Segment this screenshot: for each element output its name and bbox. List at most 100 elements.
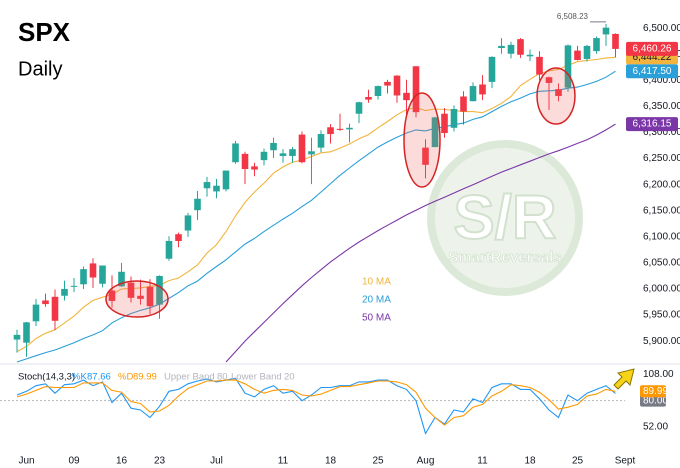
- stoch-line: [16, 377, 616, 435]
- candle-body: [13, 334, 21, 340]
- candle-body: [365, 97, 372, 100]
- candle-body: [507, 44, 515, 54]
- candle-body: [32, 304, 40, 322]
- y2-tick-label: 80.00: [643, 395, 668, 406]
- candle-body: [612, 33, 619, 49]
- stoch-tag: 89.99: [643, 386, 668, 397]
- watermark-name: SmartReversals: [448, 249, 561, 266]
- candle-body: [70, 285, 78, 287]
- y-tick-label: 6,350.00: [643, 101, 680, 112]
- x-tick-label: Jul: [210, 456, 223, 467]
- candle-body: [279, 153, 287, 156]
- candle-body: [422, 147, 429, 165]
- candle-body: [165, 240, 173, 259]
- x-tick-label: 09: [68, 456, 80, 467]
- legend-label: 20 MA: [362, 295, 391, 306]
- candle-body: [251, 166, 258, 170]
- candle-body: [99, 265, 106, 284]
- legend-label: 50 MA: [362, 313, 391, 324]
- candle-body: [555, 89, 562, 96]
- candle-body: [232, 143, 239, 163]
- candle-body: [270, 142, 277, 151]
- stoch-line: [16, 379, 616, 426]
- candle-body: [412, 66, 420, 113]
- candle-body: [346, 127, 353, 130]
- y-tick-label: 6,150.00: [643, 205, 680, 216]
- x-tick-label: 18: [325, 456, 337, 467]
- band-label: Upper Band: [164, 372, 215, 383]
- legend-label: 10 MA: [362, 277, 391, 288]
- y-tick-label: 6,100.00: [643, 231, 680, 242]
- band-tag-bg: [640, 394, 666, 407]
- candle-body: [327, 127, 334, 135]
- indicator-series-name: %D: [118, 372, 133, 383]
- chart-title: SPX: [18, 17, 71, 47]
- candle-body: [156, 275, 163, 305]
- ma-line: [225, 123, 616, 363]
- watermark-logo: S/R: [453, 183, 556, 252]
- candle-body: [317, 134, 325, 148]
- candle-body: [460, 96, 467, 112]
- x-tick-label: Aug: [417, 456, 435, 467]
- candle-body: [175, 234, 182, 241]
- candle-body: [450, 109, 458, 128]
- y-tick-label: 6,000.00: [643, 284, 680, 295]
- candle-body: [51, 296, 59, 321]
- candle-body: [137, 295, 144, 299]
- candle-body: [89, 263, 97, 278]
- candle-body: [469, 86, 477, 102]
- y-tick-label: 6,200.00: [643, 179, 680, 190]
- ma-tag-bg: [626, 64, 678, 79]
- candle-body: [42, 300, 49, 305]
- price-tag-bg: [626, 41, 678, 56]
- candle-body: [61, 288, 68, 296]
- x-tick-label: 18: [524, 456, 536, 467]
- x-tick-label: 23: [154, 456, 166, 467]
- candle-body: [118, 271, 125, 287]
- x-tick-label: 11: [278, 456, 289, 467]
- y-tick-label: 6,050.00: [643, 258, 680, 269]
- plot-area: [0, 23, 625, 435]
- band-label: Lower Band: [231, 372, 282, 383]
- candle-body: [355, 102, 363, 114]
- candle-body: [498, 45, 505, 48]
- arrow-pointer: [613, 368, 635, 390]
- x-tick-label: 16: [116, 456, 128, 467]
- candle-body: [574, 50, 581, 60]
- candle-body: [298, 134, 306, 163]
- candle-body: [23, 322, 30, 343]
- watermark-ring: [427, 140, 583, 296]
- x-tick-label: Jun: [18, 456, 34, 467]
- ma-line: [16, 56, 616, 353]
- y-tick-label: 5,950.00: [643, 310, 680, 321]
- indicator-series-name: %K: [72, 372, 87, 383]
- x-tick-label: Sept: [615, 456, 636, 467]
- candle-body: [479, 84, 486, 95]
- y2-tick-label: 108.00: [643, 369, 674, 380]
- ma-tag-bg: [626, 117, 678, 132]
- candle-body: [583, 45, 591, 59]
- indicator-value: 89.99: [133, 372, 157, 383]
- high-label: 6,508.23: [557, 12, 589, 21]
- ma-tag: 6,417.50: [633, 66, 672, 77]
- candle-body: [374, 86, 382, 96]
- candle-body: [241, 153, 249, 170]
- candle-body: [336, 128, 344, 130]
- highlight-ellipse: [105, 280, 169, 318]
- candle-body: [517, 39, 524, 55]
- ma-tag: 6,444.22: [633, 52, 672, 63]
- candle-body: [403, 92, 410, 101]
- axis-labels: 5,900.00 5,950.00 6,000.00 6,050.00 6,100.00…: [18, 12, 680, 467]
- candle-body: [431, 117, 439, 148]
- highlight-ellipse: [403, 92, 441, 188]
- indicator-value: 87.66: [87, 372, 111, 383]
- indicator-title: Stoch(14,3,3): [18, 372, 75, 383]
- candle-body: [108, 290, 116, 301]
- candle-body: [545, 77, 553, 83]
- chart-subtitle: Daily: [18, 58, 62, 80]
- y-tick-label: 6,250.00: [643, 153, 680, 164]
- candle-body: [222, 170, 230, 190]
- candle-body: [127, 282, 135, 298]
- x-tick-label: 11: [477, 456, 488, 467]
